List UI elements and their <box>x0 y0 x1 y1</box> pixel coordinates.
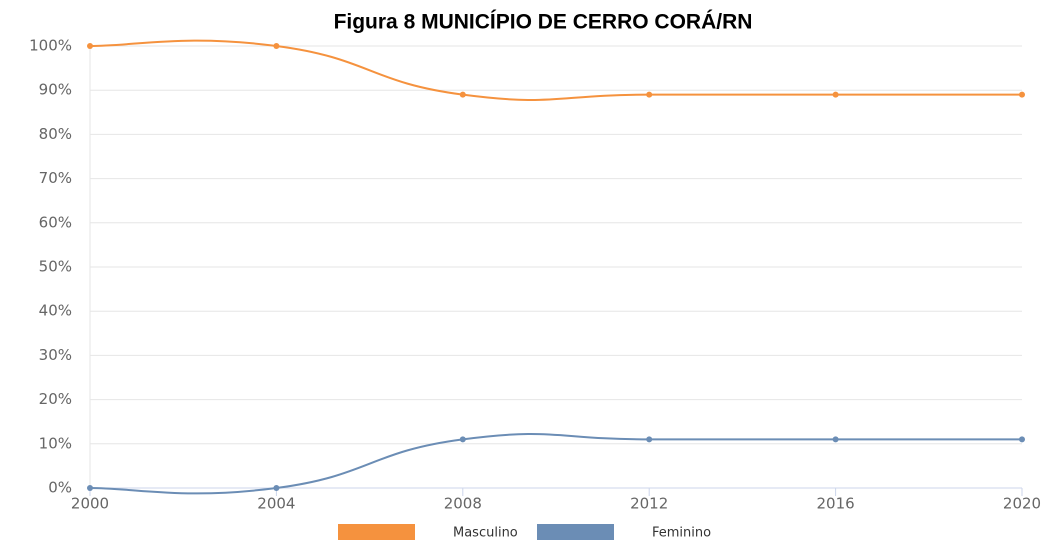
data-point <box>87 43 93 49</box>
x-tick-label: 2008 <box>444 495 482 513</box>
series-line <box>89 432 1022 495</box>
data-point <box>646 91 653 98</box>
y-tick-label: 80% <box>39 125 72 143</box>
legend-label: Masculino <box>453 526 518 540</box>
chart-title: Figura 8 MUNICÍPIO DE CERRO CORÁ/RN <box>334 11 753 34</box>
y-tick-label: 90% <box>39 81 72 99</box>
legend-swatch <box>537 524 614 540</box>
data-point <box>646 436 653 443</box>
data-point <box>1019 436 1025 443</box>
data-point <box>832 436 839 443</box>
y-tick-label: 70% <box>39 169 72 187</box>
y-tick-label: 60% <box>39 213 72 231</box>
data-point <box>273 43 280 49</box>
legend-swatch <box>338 524 415 540</box>
y-tick-label: 20% <box>39 390 72 408</box>
y-tick-label: 40% <box>39 302 72 320</box>
x-tick-label: 2004 <box>257 495 295 513</box>
y-tick-label: 30% <box>39 346 72 364</box>
y-tick-label: 10% <box>39 434 72 452</box>
data-point <box>832 91 839 98</box>
x-tick-label: 2012 <box>630 495 668 513</box>
data-point <box>87 485 93 491</box>
series-line <box>89 39 1022 102</box>
data-point <box>459 91 466 98</box>
data-point <box>459 436 466 443</box>
y-tick-label: 0% <box>48 479 72 497</box>
data-point <box>1019 91 1025 98</box>
data-point <box>273 485 280 491</box>
x-tick-label: 2020 <box>1003 495 1041 513</box>
legend-label: Feminino <box>652 526 711 540</box>
x-tick-label: 2000 <box>71 495 109 513</box>
x-tick-label: 2016 <box>817 495 855 513</box>
y-tick-label: 100% <box>29 37 72 55</box>
y-tick-label: 50% <box>39 258 72 276</box>
